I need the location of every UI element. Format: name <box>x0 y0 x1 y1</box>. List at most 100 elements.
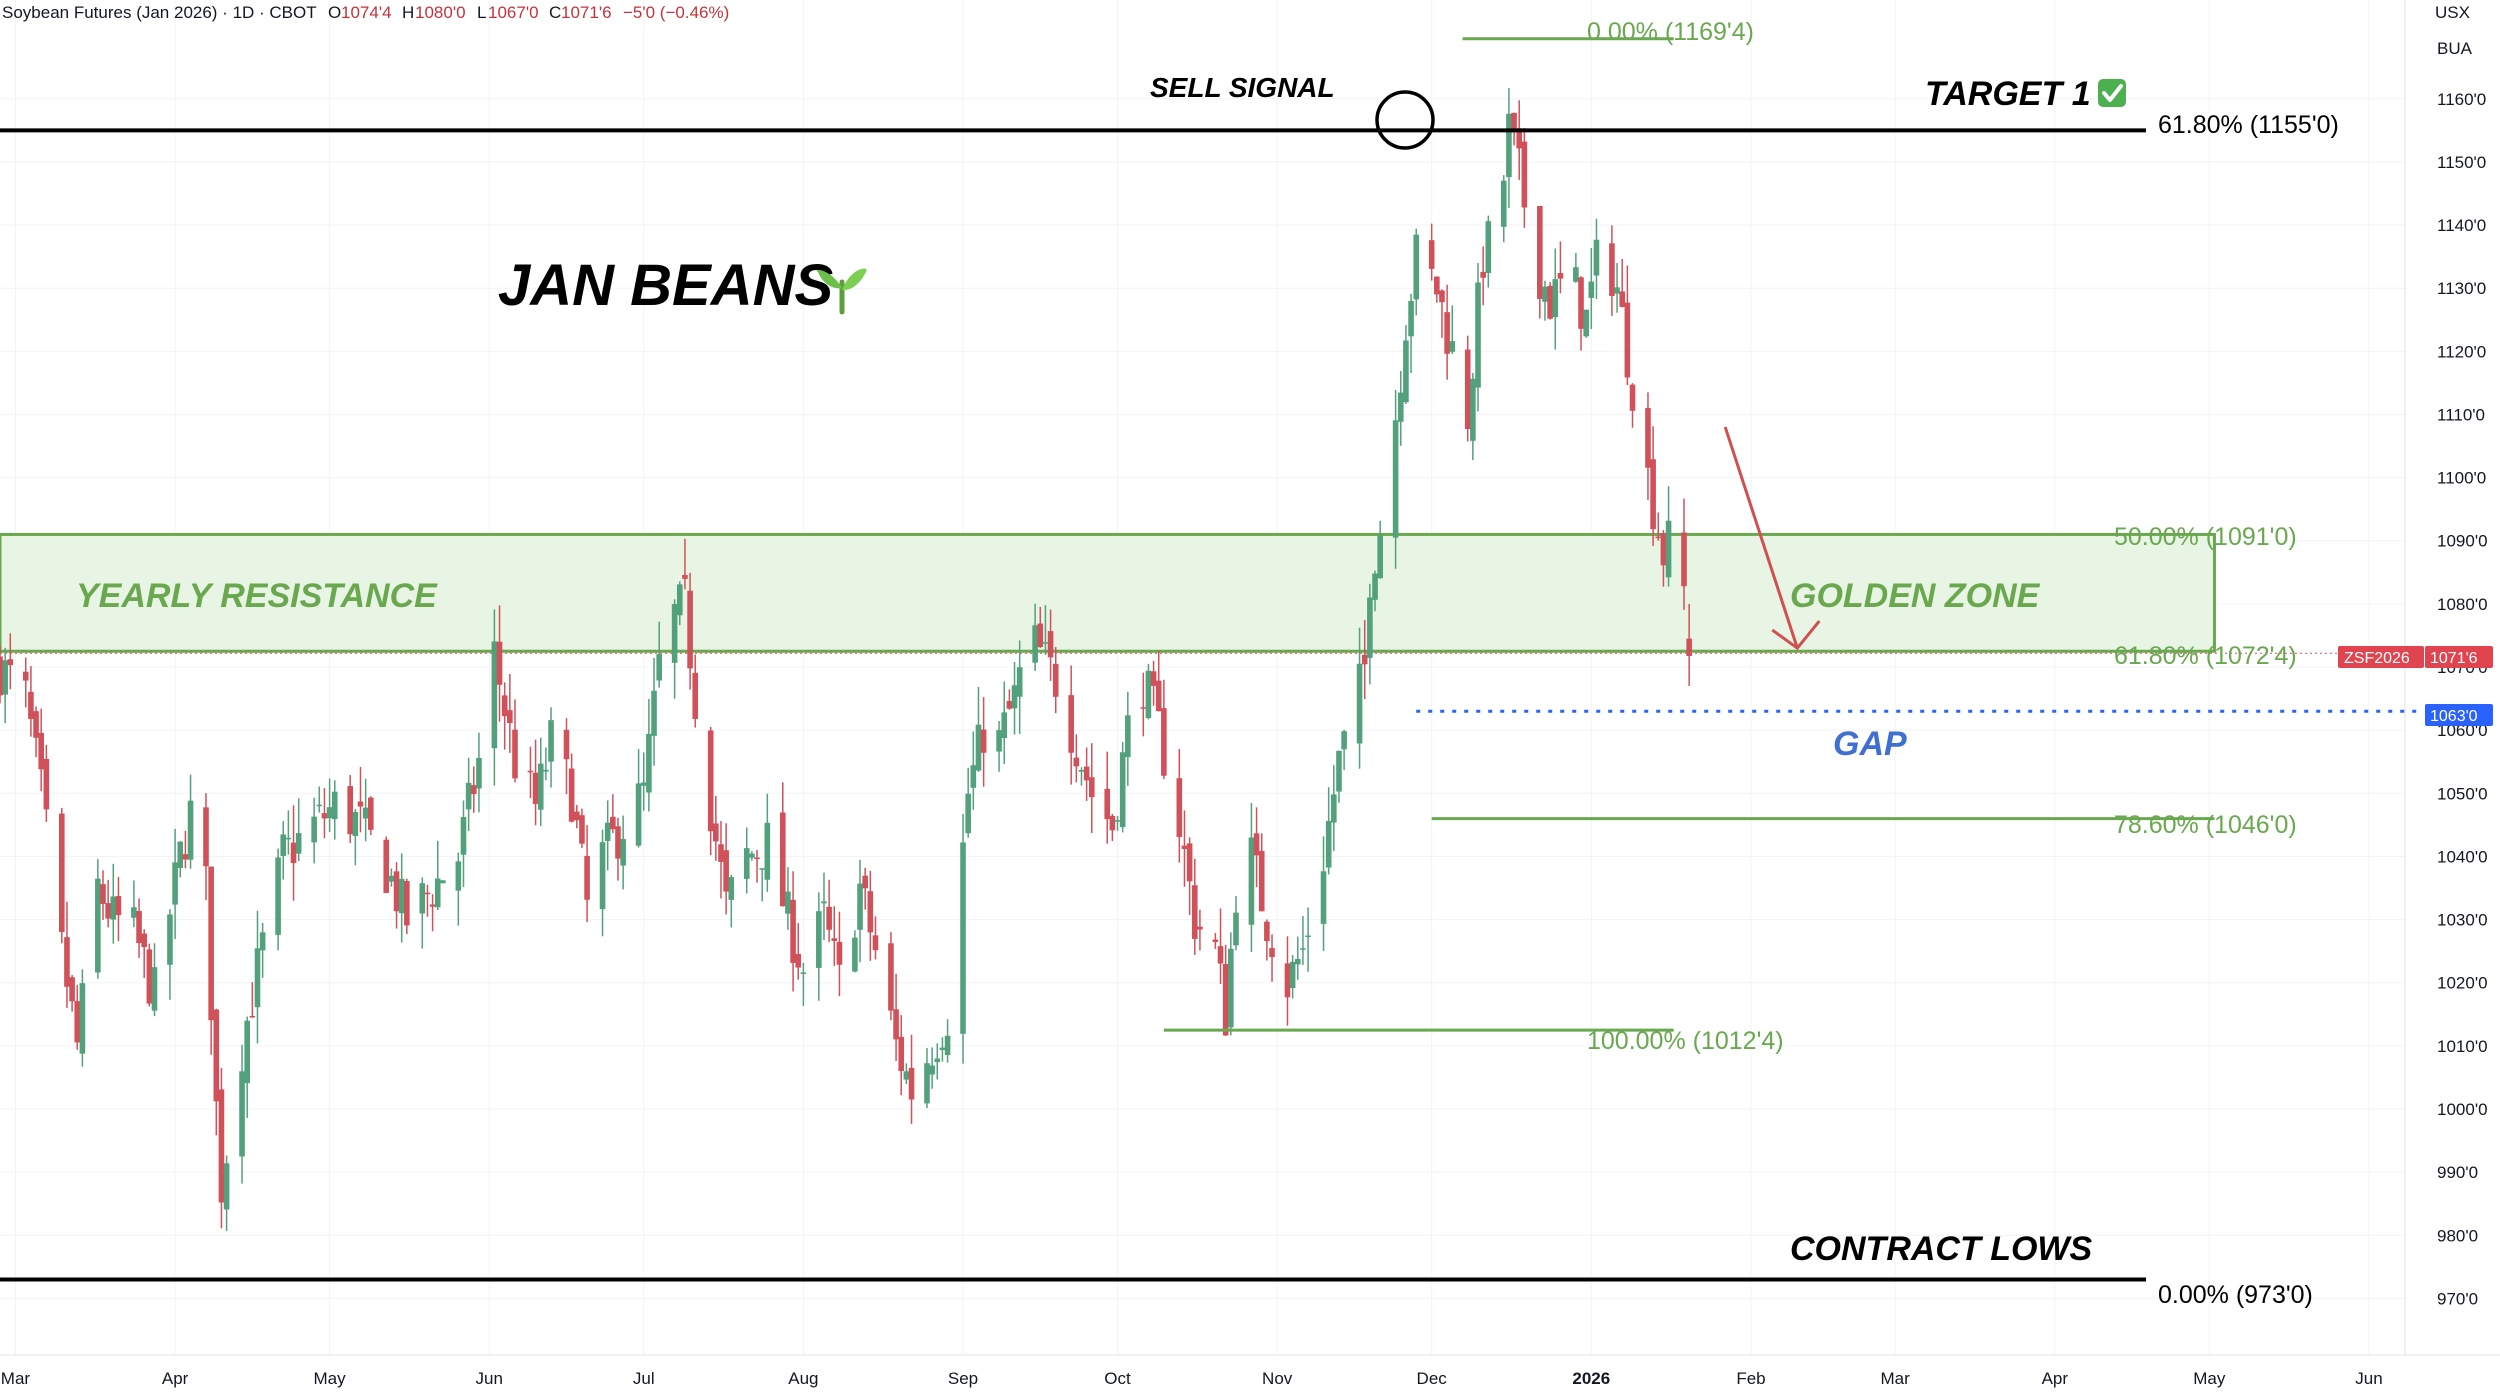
fib-786-label: 78.60% (1046'0) <box>2114 811 2297 839</box>
candle <box>1655 512 1662 541</box>
candle-body <box>507 710 513 724</box>
candle <box>1104 751 1111 844</box>
candle <box>74 985 81 1050</box>
candle-body <box>1521 141 1528 208</box>
candle-body <box>1331 794 1337 823</box>
candle-body <box>7 659 14 666</box>
candle <box>1588 247 1595 329</box>
candle <box>167 909 173 1000</box>
time-tick-label: Aug <box>788 1369 818 1388</box>
candle <box>944 1019 951 1063</box>
candle <box>1537 205 1543 319</box>
candle <box>960 813 966 1064</box>
candle-body <box>69 977 75 1002</box>
candle <box>975 686 982 772</box>
candle <box>1413 228 1420 316</box>
candle-body <box>1191 885 1198 939</box>
candle <box>548 707 554 788</box>
candle-body <box>584 855 590 900</box>
change-value: −5'0 (−0.46%) <box>623 3 729 22</box>
candle-body <box>290 842 297 864</box>
candle-body <box>1212 939 1219 943</box>
candle <box>496 605 503 722</box>
candle <box>1449 305 1456 355</box>
grid <box>0 0 2405 1355</box>
candle-body <box>568 768 575 822</box>
candle <box>1294 936 1301 980</box>
candle <box>579 808 585 849</box>
candle-body <box>512 729 518 779</box>
candle-body <box>537 763 544 810</box>
candle-body <box>965 793 971 834</box>
candle-body <box>470 785 477 795</box>
chart-title-annotation: JAN BEANS <box>498 253 833 318</box>
symbol-title[interactable]: Soybean Futures (Jan 2026) · 1D · CBOT <box>2 3 317 22</box>
candle <box>728 874 735 928</box>
candle-body <box>1573 267 1579 282</box>
price-tick-label: 1050'0 <box>2437 784 2488 803</box>
candle-body <box>1011 685 1018 709</box>
candle-body <box>141 933 147 948</box>
candle <box>1140 672 1147 737</box>
candle <box>105 879 111 928</box>
candle <box>707 726 714 856</box>
candle-body <box>429 904 436 907</box>
candle-body <box>172 862 178 905</box>
candle <box>692 654 699 728</box>
currency-label[interactable]: USX <box>2435 3 2470 22</box>
candle-body <box>2 660 8 695</box>
candle <box>1284 936 1291 1026</box>
price-tick-label: 1010'0 <box>2437 1037 2488 1056</box>
candle <box>1408 293 1414 374</box>
candle-body <box>759 868 765 870</box>
candle <box>785 867 791 930</box>
candle <box>800 962 807 1006</box>
candle <box>1155 650 1162 712</box>
candle-body <box>1367 597 1373 658</box>
candle <box>33 706 39 758</box>
candle <box>764 793 771 892</box>
candle <box>1176 748 1183 863</box>
price-tag-symbol: ZSF2026 <box>2344 650 2410 667</box>
candle <box>1016 640 1023 734</box>
candle <box>429 894 436 932</box>
candle <box>357 767 364 833</box>
candle-body <box>1614 287 1620 294</box>
candle <box>347 775 353 844</box>
candle-body <box>1233 912 1239 946</box>
candle <box>1547 282 1553 320</box>
candle-body <box>970 765 977 788</box>
candle <box>836 911 843 997</box>
down-arrow-icon <box>1723 426 1821 651</box>
candle <box>790 871 796 992</box>
candle-body <box>362 807 369 819</box>
candle <box>326 778 333 832</box>
candle <box>259 922 266 978</box>
candle-body <box>857 883 863 930</box>
candle <box>1397 370 1404 446</box>
candle <box>1331 765 1337 851</box>
candle-body <box>1506 113 1512 178</box>
candle <box>100 870 106 920</box>
candle <box>1377 520 1383 579</box>
candle-body <box>1325 821 1332 868</box>
candle-body <box>620 839 626 866</box>
contract-lows-label: CONTRACT LOWS <box>1790 1230 2093 1268</box>
unit-label[interactable]: BUA <box>2437 39 2473 58</box>
candle <box>862 867 868 910</box>
candle <box>1521 127 1528 228</box>
candle-body <box>821 901 827 904</box>
candle-body <box>1686 638 1692 656</box>
candle <box>1181 810 1188 887</box>
candle-body <box>903 1071 910 1080</box>
fib-0-label: 0.00% (1169'4) <box>1587 18 1754 46</box>
candle-body <box>316 804 323 807</box>
candle <box>615 817 621 881</box>
candle-body <box>1114 820 1121 822</box>
candle-body <box>383 839 390 893</box>
candle-body <box>1475 282 1481 388</box>
candle <box>131 880 137 928</box>
candle-body <box>908 1067 915 1100</box>
candle <box>646 699 652 812</box>
ohlc-readout: O 1074'4 H 1080'0 L 1067'0 C 1071'6 −5'0… <box>328 3 729 22</box>
